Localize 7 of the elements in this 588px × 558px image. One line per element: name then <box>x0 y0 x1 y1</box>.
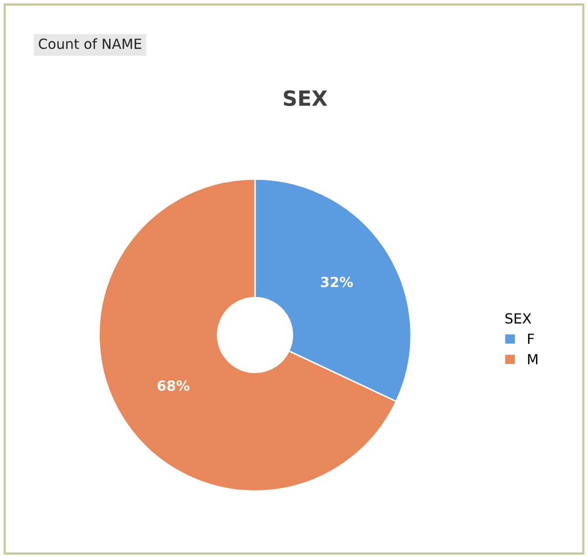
legend-label: M <box>528 354 538 364</box>
legend-label: F <box>528 334 534 344</box>
legend-title: SEX <box>505 313 532 324</box>
data-label: 68% <box>158 380 190 391</box>
data-label: 32% <box>320 276 353 288</box>
chart-title: SEX <box>284 90 328 106</box>
text: Count of NAME <box>38 38 142 50</box>
